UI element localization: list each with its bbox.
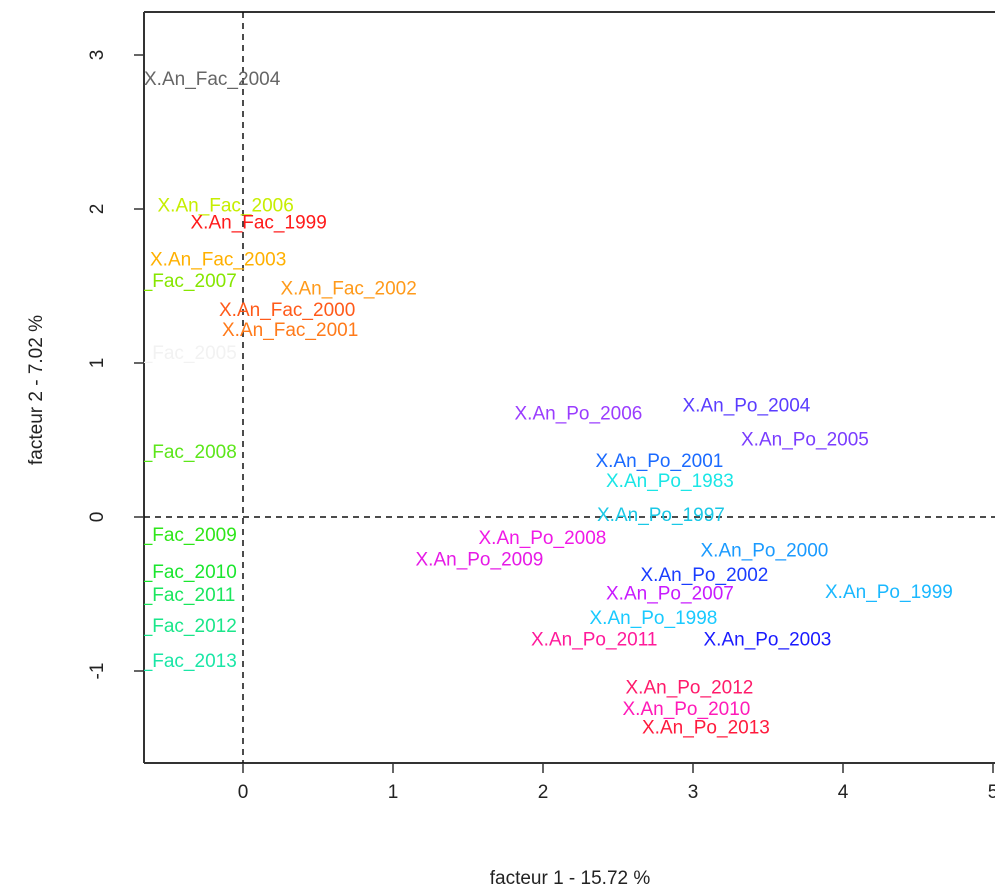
point-label: X.An_Po_2006: [515, 403, 643, 424]
point-label: X.An_Fac_2012: [101, 616, 237, 637]
point-label: X.An_Po_2004: [683, 396, 811, 417]
point-label: X.An_Po_1997: [597, 505, 725, 526]
point-label: X.An_Po_2000: [701, 540, 829, 561]
point-label: X.An_Po_2005: [741, 429, 869, 450]
y-axis-ticks: -1 0 1 2 3: [87, 50, 144, 680]
y-tick-label: -1: [87, 663, 108, 680]
y-axis-label: facteur 2 - 7.02 %: [26, 315, 47, 465]
point-label: X.An_Po_2008: [479, 528, 607, 549]
point-label: X.An_Po_2012: [626, 677, 754, 698]
point-label: X.An_Po_1998: [590, 608, 718, 629]
point-label: X.An_Fac_2000: [219, 300, 355, 321]
y-tick-label: 0: [87, 512, 108, 523]
x-tick-label: 3: [688, 782, 699, 803]
point-label: X.An_Fac_2001: [222, 320, 358, 341]
point-label: X.An_Po_2003: [704, 630, 832, 651]
point-label: X.An_Fac_2008: [101, 442, 237, 463]
point-label: X.An_Fac_1999: [191, 212, 327, 233]
point-label: X.An_Fac_2013: [101, 651, 237, 672]
x-axis-label: facteur 1 - 15.72 %: [490, 868, 651, 889]
point-label: X.An_Fac_2010: [101, 562, 237, 583]
x-tick-label: 2: [538, 782, 549, 803]
point-label: X.An_Fac_2003: [150, 249, 286, 270]
point-label: X.An_Po_2007: [606, 583, 734, 604]
x-tick-label: 1: [388, 782, 399, 803]
point-label: X.An_Po_2001: [596, 451, 724, 472]
point-label: X.An_Fac_2004: [144, 69, 281, 90]
x-tick-label: 4: [838, 782, 849, 803]
point-label: X.An_Po_1999: [825, 582, 953, 603]
point-label: X.An_Po_2009: [416, 550, 544, 571]
point-label: X.An_Fac_2005: [101, 343, 237, 364]
x-axis-ticks: 0 1 2 3 4 5: [238, 763, 995, 803]
point-label: X.An_Fac_2009: [101, 525, 237, 546]
point-label: X.An_Po_2010: [623, 699, 751, 720]
y-tick-label: 2: [87, 204, 108, 215]
point-label: X.An_Po_2013: [642, 717, 770, 738]
point-label: X.An_Fac_2006: [158, 195, 294, 216]
x-tick-label: 0: [238, 782, 249, 803]
y-tick-label: 1: [87, 358, 108, 369]
point-label: X.An_Po_2011: [531, 630, 657, 651]
point-label: X.An_Po_2002: [641, 565, 769, 586]
y-tick-label: 3: [87, 50, 108, 61]
point-label: X.An_Fac_2007: [101, 271, 237, 292]
point-label: X.An_Po_1983: [606, 471, 734, 492]
point-label: X.An_Fac_2011: [101, 585, 236, 606]
x-tick-label: 5: [988, 782, 995, 803]
point-label: X.An_Fac_2002: [281, 279, 417, 300]
